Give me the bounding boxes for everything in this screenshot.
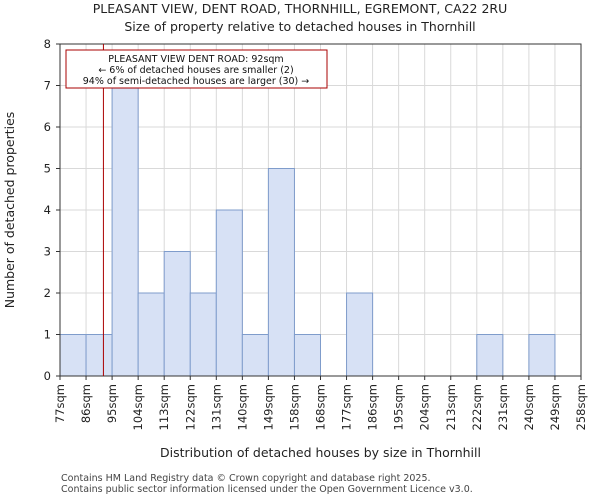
x-tick-label: 231sqm [496,384,510,430]
x-tick-label: 140sqm [235,384,249,430]
annotation-line-2: ← 6% of detached houses are smaller (2) [98,65,293,76]
bar-122sqm [190,293,216,376]
bar-95sqm [112,86,138,377]
bar-113sqm [164,252,190,377]
x-tick-label: 86sqm [79,384,93,423]
bar-104sqm [138,293,164,376]
bar-158sqm [294,335,320,377]
x-tick-label: 113sqm [157,384,171,430]
x-tick-label: 258sqm [574,384,588,430]
x-tick-label: 168sqm [314,384,328,430]
x-tick-label: 186sqm [366,384,380,430]
y-tick-label: 5 [44,162,51,176]
x-axis-ticks: 77sqm 86sqm 95sqm 104sqm 113sqm 122sqm 131sqm 1… [53,376,588,430]
annotation-line-1: PLEASANT VIEW DENT ROAD: 92sqm [108,54,283,65]
x-tick-label: 195sqm [392,384,406,430]
bar-240sqm [529,335,555,377]
annotation-box: PLEASANT VIEW DENT ROAD: 92sqm ← 6% of d… [66,50,327,88]
footer-line-2: Contains public sector information licen… [61,484,473,495]
y-axis-label: Number of detached properties [2,112,17,309]
bar-86sqm [86,335,112,377]
bar-222sqm [477,335,503,377]
bar-149sqm [268,169,294,377]
y-tick-label: 6 [44,120,51,134]
y-axis-ticks: 0 1 2 3 4 5 6 7 8 [44,37,60,383]
y-tick-label: 4 [44,203,51,217]
y-tick-label: 0 [44,369,51,383]
y-tick-label: 7 [44,79,51,93]
x-tick-label: 222sqm [470,384,484,430]
x-tick-label: 77sqm [53,384,67,423]
x-tick-label: 131sqm [209,384,223,430]
x-tick-label: 158sqm [287,384,301,430]
x-tick-label: 249sqm [548,384,562,430]
footer-line-1: Contains HM Land Registry data © Crown c… [61,473,431,484]
bar-140sqm [242,335,268,377]
y-tick-label: 8 [44,37,51,51]
x-tick-label: 149sqm [261,384,275,430]
bar-77sqm [60,335,86,377]
x-tick-label: 240sqm [522,384,536,430]
bar-177sqm [347,293,373,376]
x-tick-label: 104sqm [131,384,145,430]
x-axis-label: Distribution of detached houses by size … [160,445,481,460]
y-tick-label: 3 [44,245,51,259]
x-tick-label: 213sqm [444,384,458,430]
x-tick-label: 204sqm [418,384,432,430]
y-tick-label: 2 [44,286,51,300]
annotation-line-3: 94% of semi-detached houses are larger (… [83,76,310,87]
x-tick-label: 95sqm [105,384,119,423]
histogram-chart: 0 1 2 3 4 5 6 7 8 77sqm 86sqm 95sqm 104sqm 113sqm 122… [0,0,600,470]
x-tick-label: 177sqm [340,384,354,430]
x-tick-label: 122sqm [183,384,197,430]
bar-131sqm [216,210,242,376]
y-tick-label: 1 [44,328,51,342]
